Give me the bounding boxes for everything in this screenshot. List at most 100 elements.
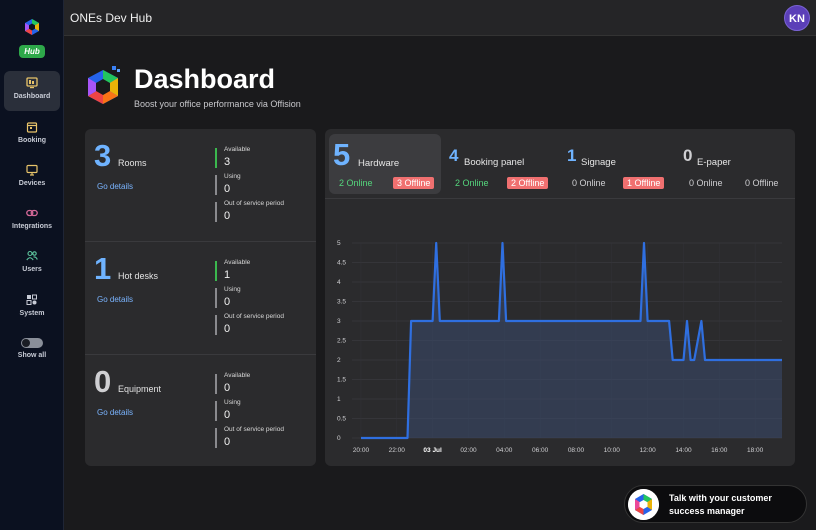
stat-value: 0 <box>224 323 231 335</box>
asset-count: 1 <box>94 251 112 286</box>
tab-hardware[interactable]: 5 Hardware 2 Online 3 Offline <box>329 134 441 194</box>
y-tick-label: 0 <box>337 435 341 442</box>
sidebar-item-devices[interactable]: Devices <box>4 158 60 198</box>
sidebar-item-users[interactable]: Users <box>4 244 60 284</box>
link-icon <box>26 209 38 217</box>
stat-bar <box>215 148 217 168</box>
stat-bar <box>215 401 217 421</box>
x-tick-label: 10:00 <box>604 447 621 454</box>
stat-value: 1 <box>224 269 231 281</box>
stat-value: 0 <box>224 183 231 195</box>
tab-count: 1 <box>567 146 577 165</box>
online-count: 0 Online <box>572 178 606 188</box>
tab-signage[interactable]: 1 Signage 0 Online 1 Offline <box>565 134 675 194</box>
stat-label: Out of service period <box>224 200 284 207</box>
x-tick-label: 03 Jul <box>423 447 442 454</box>
asset-count: 0 <box>94 364 112 399</box>
offline-badge: 3 Offline <box>393 177 435 189</box>
devices-card: 5 Hardware 2 Online 3 Offline 4 Booking … <box>325 129 795 466</box>
stat-bar <box>215 428 217 448</box>
stat-label: Available <box>224 372 251 379</box>
stat-label: Available <box>224 146 251 153</box>
device-status-chart: 0 0.5 1 1.5 2 2.5 3 3.5 4 4.5 5 20:00 22:00 03 Jul 02:… <box>337 240 782 454</box>
sidebar-item-label: System <box>19 310 45 317</box>
x-tick-label: 02:00 <box>460 447 477 454</box>
offline-badge: 2 Offline <box>507 177 549 189</box>
online-count: 0 Online <box>689 178 723 188</box>
x-tick-label: 12:00 <box>639 447 656 454</box>
support-logo-icon <box>628 489 659 520</box>
stat-label: Using <box>224 173 241 180</box>
stat-value: 0 <box>224 409 231 421</box>
y-tick-label: 3 <box>337 318 341 325</box>
sidebar: Hub Dashboard Booking Devices Integratio… <box>0 0 64 530</box>
sidebar-item-show-all[interactable]: Show all <box>4 330 60 370</box>
dashboard-icon <box>26 77 38 89</box>
app-title: ONEs Dev Hub <box>70 11 153 25</box>
hub-badge: Hub <box>19 45 45 58</box>
online-count: 2 Online <box>455 178 489 188</box>
asset-name: Hot desks <box>118 271 159 281</box>
brand-logo-icon <box>25 19 39 35</box>
toggle-icon[interactable] <box>21 338 43 348</box>
stat-value: 0 <box>224 210 231 222</box>
hero-logo-icon <box>88 66 120 104</box>
assets-card: 3 Rooms Go details Available 3 Using 0 O… <box>85 129 316 466</box>
stat-label: Available <box>224 259 251 266</box>
support-text: Talk with your customer success manager <box>669 493 772 516</box>
x-tick-label: 14:00 <box>675 447 692 454</box>
offline-count: 0 Offline <box>745 178 779 188</box>
stat-bar <box>215 175 217 195</box>
stat-value: 3 <box>224 156 231 168</box>
sidebar-item-label: Devices <box>18 180 46 187</box>
system-icon <box>26 294 37 305</box>
tab-label: Hardware <box>358 158 400 169</box>
asset-hot-desks: 1 Hot desks Go details Available 1 Using… <box>85 241 316 353</box>
tab-e-paper[interactable]: 0 E-paper 0 Online 0 Offline <box>681 134 791 194</box>
avatar[interactable]: KN <box>784 5 810 31</box>
sidebar-item-label: Show all <box>17 352 47 359</box>
users-icon <box>26 250 38 261</box>
offline-badge: 1 Offline <box>623 177 665 189</box>
calendar-icon <box>26 122 38 133</box>
go-details-link[interactable]: Go details <box>97 295 134 304</box>
y-tick-label: 2.5 <box>337 338 346 345</box>
x-tick-label: 18:00 <box>747 447 764 454</box>
asset-rooms: 3 Rooms Go details Available 3 Using 0 O… <box>85 129 316 241</box>
series-line <box>361 241 782 440</box>
stat-bar <box>215 261 217 281</box>
stat-bar <box>215 202 217 222</box>
stat-value: 0 <box>224 296 231 308</box>
series-area <box>361 243 782 438</box>
asset-equipment: 0 Equipment Go details Available 0 Using… <box>85 354 316 466</box>
tab-booking-panel[interactable]: 4 Booking panel 2 Online 2 Offline <box>447 134 559 194</box>
x-tick-label: 16:00 <box>711 447 728 454</box>
stat-bar <box>215 288 217 308</box>
sidebar-item-dashboard[interactable]: Dashboard <box>4 71 60 111</box>
y-tick-label: 3.5 <box>337 299 346 306</box>
y-tick-label: 5 <box>337 240 341 247</box>
sidebar-item-label: Booking <box>18 137 46 144</box>
sidebar-item-booking[interactable]: Booking <box>4 115 60 155</box>
go-details-link[interactable]: Go details <box>97 408 134 417</box>
page-title: Dashboard <box>134 64 276 94</box>
sidebar-item-system[interactable]: System <box>4 288 60 328</box>
x-tick-label: 06:00 <box>532 447 549 454</box>
x-tick-label: 22:00 <box>389 447 406 454</box>
tab-count: 0 <box>683 146 693 165</box>
stat-bar <box>215 374 217 394</box>
stat-label: Out of service period <box>224 426 284 433</box>
y-tick-label: 1 <box>337 396 341 403</box>
go-details-link[interactable]: Go details <box>97 182 134 191</box>
brand: Hub <box>0 18 64 59</box>
online-count: 2 Online <box>339 178 373 188</box>
y-tick-label: 0.5 <box>337 416 346 423</box>
stat-value: 0 <box>224 382 231 394</box>
x-tick-label: 08:00 <box>568 447 585 454</box>
stat-value: 0 <box>224 436 231 448</box>
x-tick-label: 20:00 <box>353 447 370 454</box>
support-widget[interactable]: Talk with your customer success manager <box>624 485 807 523</box>
sidebar-item-label: Users <box>22 266 42 273</box>
monitor-icon <box>26 164 38 176</box>
sidebar-item-integrations[interactable]: Integrations <box>4 201 60 241</box>
